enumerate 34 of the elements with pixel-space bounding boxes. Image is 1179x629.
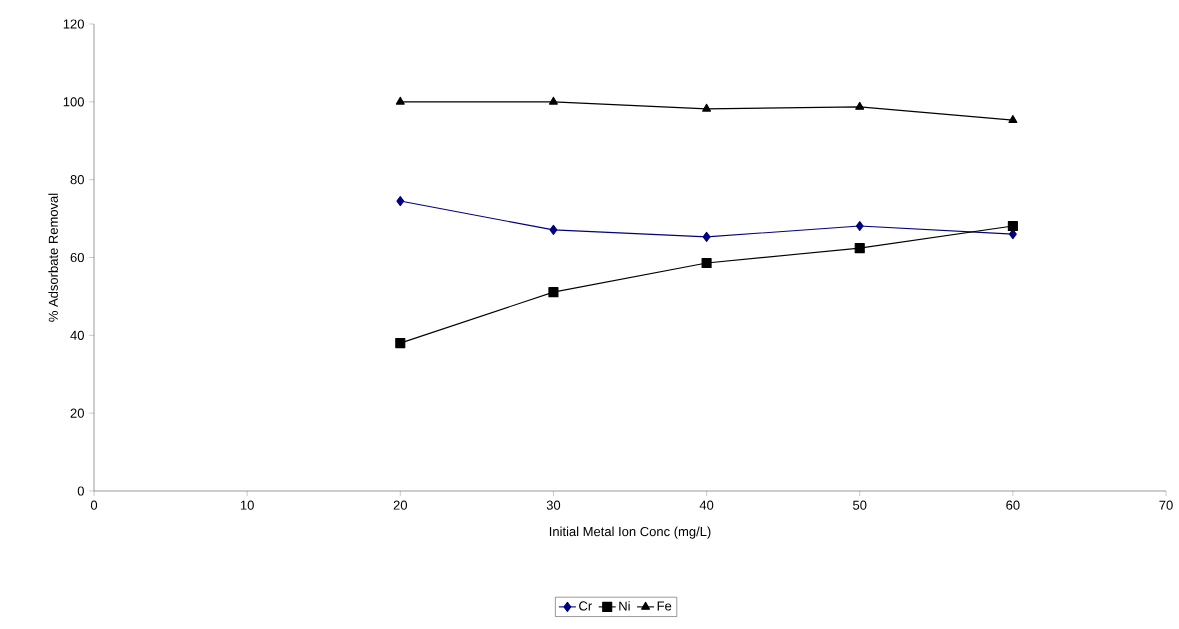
point: [701, 257, 712, 268]
point: [1008, 115, 1018, 123]
legend-label: Fe: [657, 601, 672, 611]
point: [395, 96, 405, 105]
legend-label: Cr: [579, 601, 592, 611]
point: [548, 96, 558, 105]
y-tick-label: 0: [77, 486, 84, 496]
y-tick-label: 100: [63, 97, 84, 107]
point: [548, 287, 559, 298]
y-tick-label: 40: [70, 330, 84, 340]
point: [396, 196, 405, 207]
point: [702, 103, 712, 112]
x-tick-label: 0: [90, 500, 98, 510]
x-tick-label: 60: [1006, 500, 1020, 510]
legend-label: Ni: [619, 601, 630, 611]
x-tick-label: 70: [1159, 500, 1173, 510]
point: [855, 220, 864, 232]
x-tick-label: 30: [546, 500, 561, 510]
y-tick-label: 80: [70, 175, 84, 185]
point: [855, 101, 865, 110]
y-tick-label: 60: [70, 252, 84, 263]
point: [702, 231, 711, 242]
point: [854, 243, 865, 254]
point: [1007, 220, 1018, 232]
x-tick-label: 50: [853, 500, 867, 510]
y-tick-label: 120: [63, 19, 84, 29]
y-tick-label: 20: [70, 408, 84, 418]
x-axis-title: Initial Metal Ion Conc (mg/L): [549, 526, 711, 539]
y-axis-title: % Adsorbate Removal: [48, 193, 58, 322]
point: [549, 224, 558, 235]
x-tick-label: 10: [240, 500, 254, 510]
x-tick-label: 20: [393, 500, 408, 510]
point: [395, 338, 406, 349]
x-tick-label: 40: [699, 500, 714, 510]
